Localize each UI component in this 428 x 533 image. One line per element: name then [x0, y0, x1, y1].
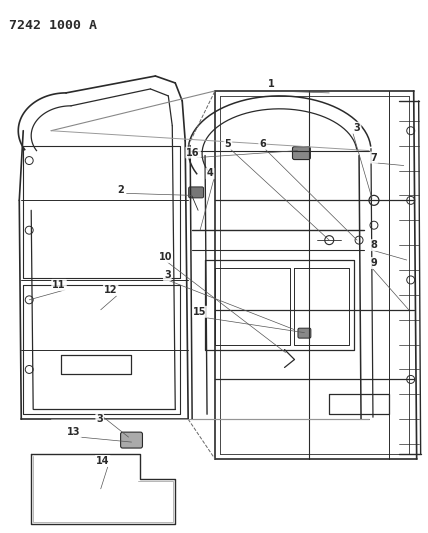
Text: 3: 3	[354, 123, 360, 133]
Text: 16: 16	[186, 148, 200, 158]
Text: 10: 10	[158, 252, 172, 262]
Text: 3: 3	[164, 270, 171, 280]
Text: 8: 8	[371, 240, 377, 250]
Text: 3: 3	[96, 414, 103, 424]
Text: 6: 6	[259, 139, 266, 149]
Text: 7242 1000 A: 7242 1000 A	[9, 19, 97, 33]
Text: 14: 14	[96, 456, 110, 466]
Text: 5: 5	[225, 139, 231, 149]
Text: 15: 15	[193, 307, 207, 317]
Text: 13: 13	[67, 427, 80, 437]
FancyBboxPatch shape	[292, 147, 310, 159]
Text: 9: 9	[371, 258, 377, 268]
FancyBboxPatch shape	[298, 328, 311, 338]
Text: 2: 2	[117, 185, 124, 196]
Text: 7: 7	[371, 152, 377, 163]
Text: 4: 4	[207, 168, 214, 179]
FancyBboxPatch shape	[189, 187, 204, 198]
FancyBboxPatch shape	[121, 432, 143, 448]
Text: 12: 12	[104, 285, 117, 295]
Text: 1: 1	[268, 79, 275, 89]
Text: 11: 11	[52, 280, 66, 290]
